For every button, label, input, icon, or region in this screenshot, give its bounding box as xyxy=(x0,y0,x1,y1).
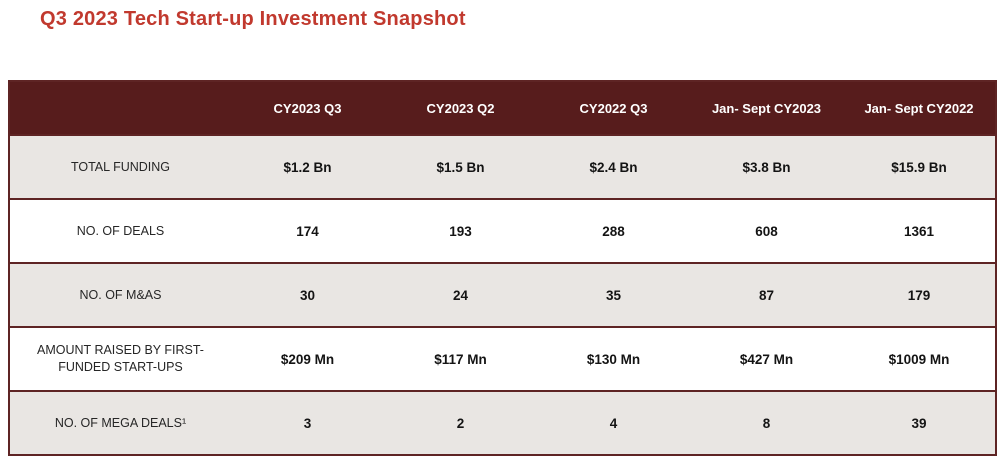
table-cell: $2.4 Bn xyxy=(589,159,638,175)
table-cell: $1.5 Bn xyxy=(436,159,485,175)
table-cell: 193 xyxy=(449,223,472,239)
table-row-no-of-mas: NO. OF M&AS 30 24 35 87 179 xyxy=(9,263,996,327)
table-cell: 4 xyxy=(609,415,618,431)
table-cell: 1361 xyxy=(903,223,935,239)
table-cell: 24 xyxy=(452,287,469,303)
table-cell: 30 xyxy=(299,287,316,303)
row-label-total-funding: TOTAL FUNDING xyxy=(70,159,171,174)
table-cell: 288 xyxy=(602,223,625,239)
table-row-total-funding: TOTAL FUNDING $1.2 Bn $1.5 Bn $2.4 Bn $3… xyxy=(9,135,996,199)
investment-snapshot-table: CY2023 Q3 CY2023 Q2 CY2022 Q3 Jan- Sept … xyxy=(8,80,997,456)
table-header: CY2023 Q3 CY2023 Q2 CY2022 Q3 Jan- Sept … xyxy=(9,81,996,135)
table-cell: $130 Mn xyxy=(586,351,641,367)
table-cell: $427 Mn xyxy=(739,351,794,367)
table-cell: 179 xyxy=(907,287,931,303)
table-cell: $117 Mn xyxy=(434,351,487,367)
table-cell: 2 xyxy=(456,415,465,431)
row-label-no-of-deals: NO. OF DEALS xyxy=(76,223,165,238)
column-header-cy2023-q3: CY2023 Q3 xyxy=(273,100,342,116)
table-cell: $3.8 Bn xyxy=(742,159,791,175)
row-label-amount-raised-first-funded: AMOUNT RAISED BY FIRST-FUNDED START-UPS xyxy=(37,343,204,374)
table-cell: 608 xyxy=(755,223,778,239)
row-label-no-of-mega-deals: NO. OF MEGA DEALS¹ xyxy=(54,415,187,430)
table-row-amount-raised-first-funded: AMOUNT RAISED BY FIRST-FUNDED START-UPS … xyxy=(9,327,996,391)
row-label-no-of-mas: NO. OF M&AS xyxy=(79,287,162,302)
table-row-no-of-mega-deals: NO. OF MEGA DEALS¹ 3 2 4 8 39 xyxy=(9,391,996,455)
table-body: TOTAL FUNDING $1.2 Bn $1.5 Bn $2.4 Bn $3… xyxy=(9,135,996,455)
column-header-cy2022-q3: CY2022 Q3 xyxy=(579,100,648,116)
page-title: Q3 2023 Tech Start-up Investment Snapsho… xyxy=(40,8,466,30)
table-cell: $15.9 Bn xyxy=(891,159,947,175)
table-cell: 3 xyxy=(303,415,312,431)
table-cell: 39 xyxy=(911,415,927,431)
column-header-jan-sept-cy2022: Jan- Sept CY2022 xyxy=(864,100,974,116)
table-cell: $1009 Mn xyxy=(888,351,950,367)
table-row-no-of-deals: NO. OF DEALS 174 193 288 608 1361 xyxy=(9,199,996,263)
table-cell: $209 Mn xyxy=(280,351,335,367)
table-cell: 35 xyxy=(605,287,622,303)
column-header-cy2023-q2: CY2023 Q2 xyxy=(426,100,495,116)
column-header-jan-sept-cy2023: Jan- Sept CY2023 xyxy=(711,100,822,116)
table-cell: $1.2 Bn xyxy=(283,159,332,175)
table-cell: 174 xyxy=(296,223,319,239)
header-row: CY2023 Q3 CY2023 Q2 CY2022 Q3 Jan- Sept … xyxy=(9,81,996,135)
column-header-blank xyxy=(9,81,231,135)
table-cell: 8 xyxy=(762,415,771,431)
table-cell: 87 xyxy=(758,287,775,303)
